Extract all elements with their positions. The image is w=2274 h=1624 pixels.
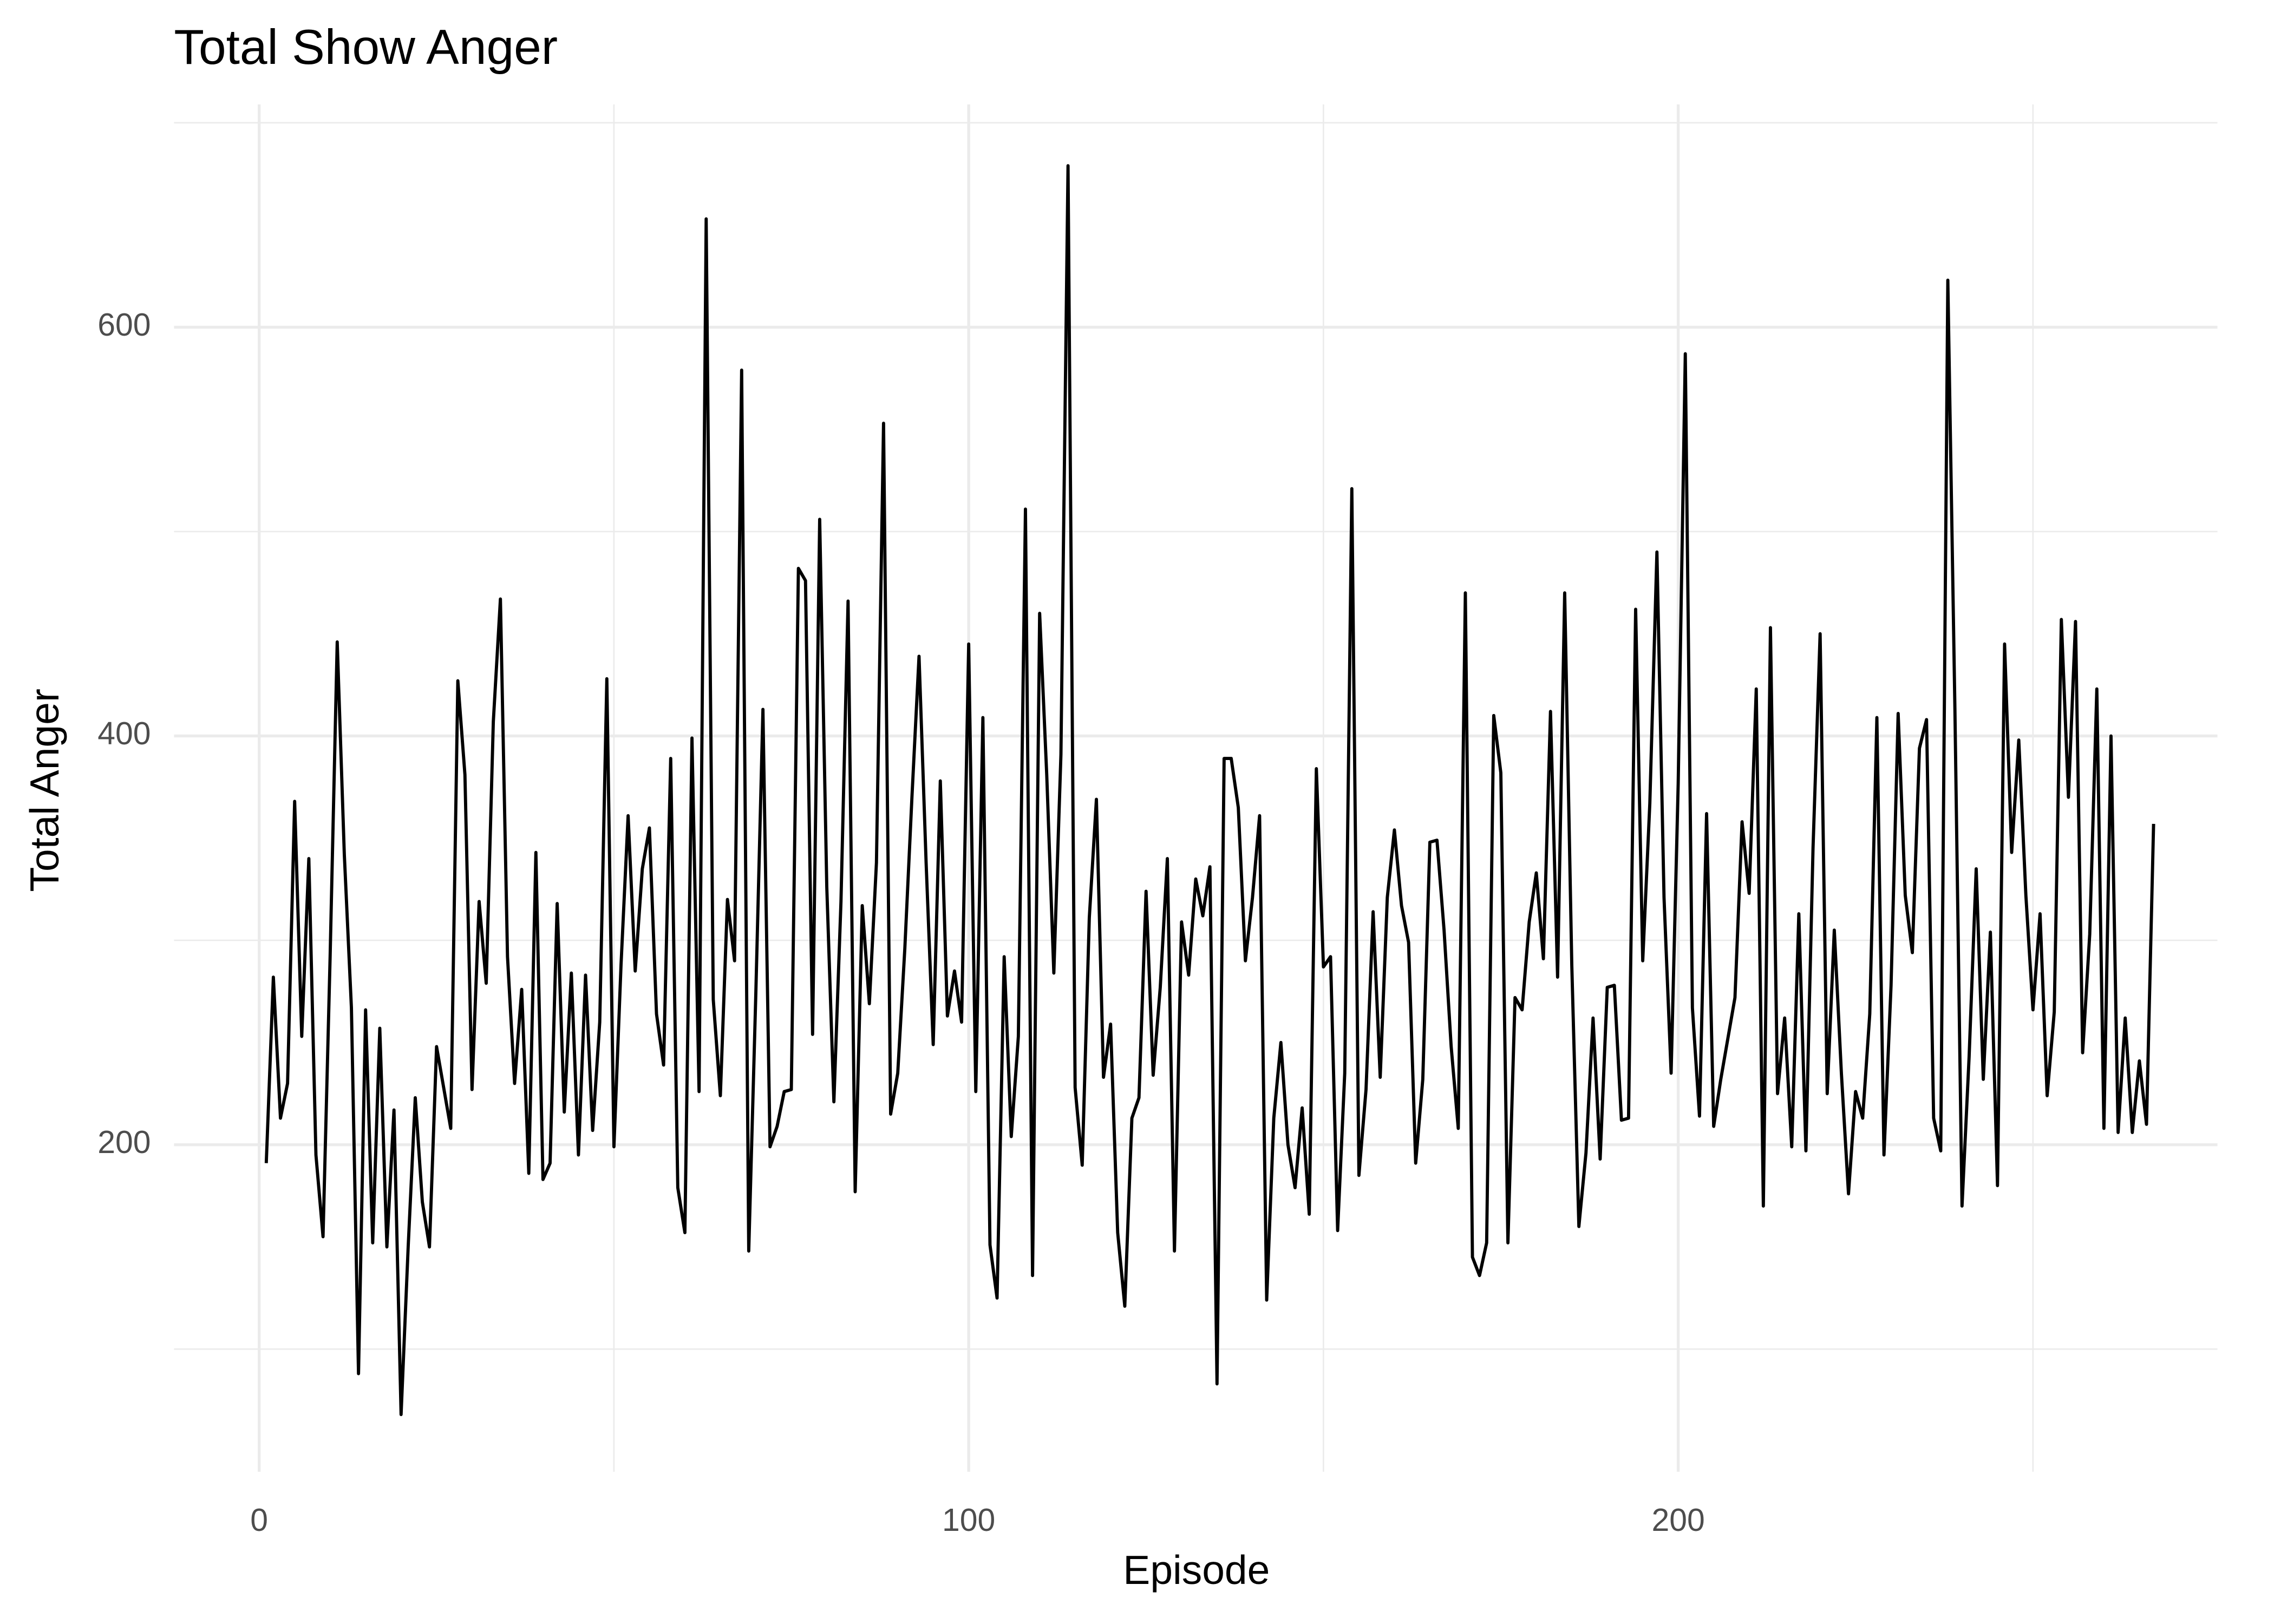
x-tick-label: 0 bbox=[250, 1503, 268, 1538]
y-tick-label: 400 bbox=[97, 716, 151, 751]
x-axis-title: Episode bbox=[1123, 1547, 1270, 1593]
data-line bbox=[264, 164, 2155, 1416]
chart-title: Total Show Anger bbox=[174, 20, 558, 75]
y-tick-label: 200 bbox=[97, 1125, 151, 1160]
y-axis-title: Total Anger bbox=[22, 689, 67, 892]
y-tick-label: 600 bbox=[97, 307, 151, 343]
x-tick-label: 200 bbox=[1651, 1503, 1704, 1538]
x-tick-label: 100 bbox=[942, 1503, 995, 1538]
